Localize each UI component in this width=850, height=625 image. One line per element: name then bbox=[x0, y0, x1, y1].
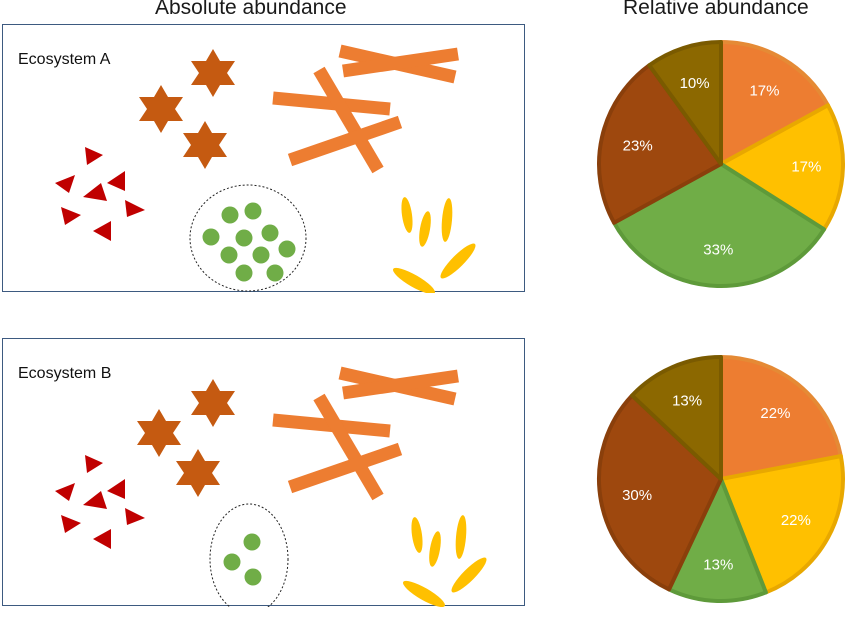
relative-abundance-heading: Relative abundance bbox=[623, 0, 809, 19]
rod-organisms bbox=[272, 44, 459, 174]
green-cell-cluster bbox=[209, 503, 289, 607]
pie-a-label-green: 33% bbox=[703, 241, 733, 258]
relative-abundance-pie-a: 17% 17% 33% 23% 10% bbox=[596, 36, 846, 292]
pie-a-label-orange: 17% bbox=[749, 82, 779, 99]
ecosystem-b-panel: Ecosystem B bbox=[2, 338, 525, 607]
pie-b-label-brown: 30% bbox=[622, 487, 652, 504]
pie-b-slice-brown bbox=[597, 393, 723, 592]
pie-b-svg: 22% 22% 13% 30% 13% bbox=[597, 355, 845, 603]
ecosystem-a-panel: Ecosystem A bbox=[2, 24, 525, 293]
pie-a-label-brown: 23% bbox=[623, 137, 653, 154]
pie-b-label-green: 13% bbox=[703, 556, 733, 573]
ecosystem-a-label: Ecosystem A bbox=[18, 51, 111, 68]
red-triangles bbox=[55, 147, 145, 241]
pie-a-label-yellow: 17% bbox=[791, 159, 821, 176]
pie-a-slice-olive bbox=[647, 40, 723, 166]
pie-a-label-olive: 10% bbox=[680, 75, 710, 92]
pie-a-slice-brown bbox=[597, 63, 723, 225]
pie-b-slice-green bbox=[667, 477, 768, 603]
pie-b-label-orange: 22% bbox=[760, 405, 790, 422]
rod-organisms bbox=[272, 366, 459, 501]
green-cell-cluster bbox=[189, 184, 307, 292]
star-organisms bbox=[139, 49, 235, 169]
red-triangles bbox=[55, 455, 145, 549]
ecosystem-a-organisms bbox=[55, 44, 476, 293]
relative-abundance-pie-b: 22% 22% 13% 30% 13% bbox=[596, 351, 846, 607]
pie-a-slice-orange bbox=[719, 40, 830, 166]
pie-b-slice-orange bbox=[719, 355, 843, 481]
yellow-ovals bbox=[403, 515, 487, 607]
star-organisms bbox=[137, 379, 235, 497]
ecosystem-b-label: Ecosystem B bbox=[18, 365, 112, 382]
pie-b-slice-olive bbox=[630, 355, 723, 481]
pie-a-slice-yellow bbox=[719, 103, 845, 232]
pie-b-label-yellow: 22% bbox=[781, 512, 811, 529]
pie-b-label-olive: 13% bbox=[672, 393, 702, 410]
pie-b-slice-yellow bbox=[719, 454, 845, 595]
yellow-ovals bbox=[393, 197, 476, 293]
absolute-abundance-heading: Absolute abundance bbox=[155, 0, 347, 19]
pie-a-svg: 17% 17% 33% 23% 10% bbox=[597, 40, 845, 288]
ecosystem-b-organisms bbox=[55, 366, 487, 607]
